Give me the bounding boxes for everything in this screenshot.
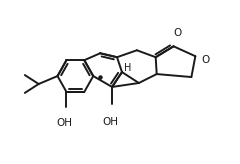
Text: H: H (124, 63, 132, 73)
Text: OH: OH (56, 118, 72, 128)
Text: OH: OH (102, 117, 118, 127)
Text: O: O (201, 55, 210, 65)
Text: O: O (173, 28, 182, 38)
